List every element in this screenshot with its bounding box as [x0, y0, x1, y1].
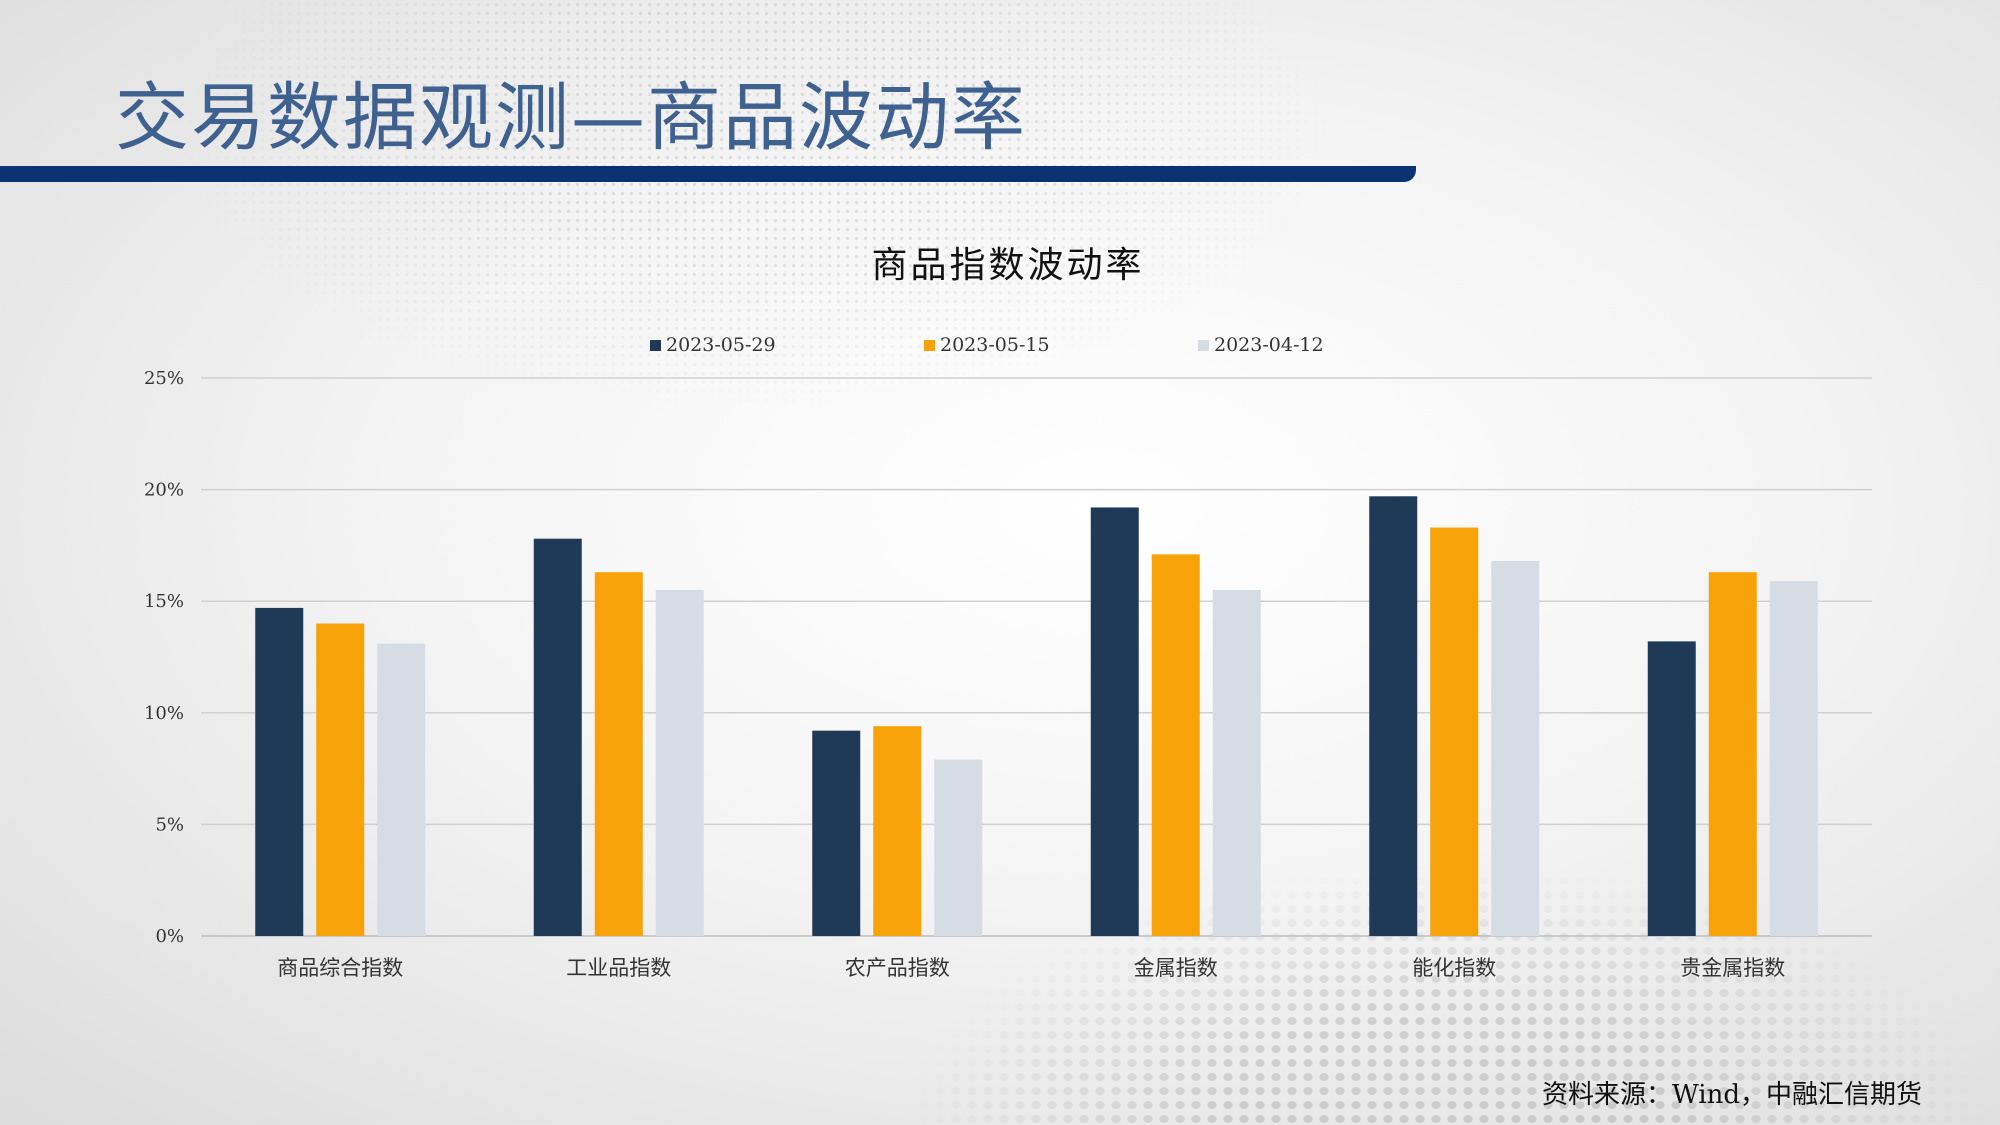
bar	[1708, 572, 1757, 936]
bar	[533, 538, 582, 936]
legend-item: 2023-05-15	[924, 334, 1198, 356]
bar	[594, 572, 643, 936]
x-tick-label: 商品综合指数	[277, 956, 403, 980]
bar	[1491, 561, 1540, 936]
legend-swatch	[1198, 339, 1209, 351]
y-tick-label: 5%	[155, 814, 184, 835]
x-tick-label: 贵金属指数	[1680, 956, 1785, 980]
bar	[1430, 527, 1479, 936]
bar	[1151, 554, 1200, 936]
legend-swatch	[924, 339, 935, 351]
bar	[1090, 507, 1139, 936]
bar	[1212, 590, 1261, 936]
bar	[934, 759, 983, 936]
legend-label: 2023-05-29	[666, 334, 776, 356]
legend-swatch	[650, 339, 661, 351]
y-tick-label: 10%	[144, 703, 184, 724]
x-tick-label: 能化指数	[1412, 956, 1496, 980]
title-underline-bar	[0, 166, 1416, 182]
world-map-background	[150, 0, 1350, 420]
source-note: 资料来源：Wind，中融汇信期货	[1542, 1080, 1922, 1110]
bar	[316, 623, 365, 936]
bar	[1369, 496, 1418, 936]
chart-title: 商品指数波动率	[871, 245, 1145, 286]
legend-label: 2023-04-12	[1214, 334, 1324, 356]
y-tick-label: 25%	[144, 368, 184, 389]
bar	[1769, 581, 1818, 936]
page-title: 交易数据观测—商品波动率	[115, 75, 1027, 161]
chart-legend: 2023-05-29 2023-05-15 2023-04-12	[650, 334, 1472, 356]
x-tick-label: 工业品指数	[566, 956, 671, 980]
y-tick-label: 0%	[155, 926, 184, 947]
x-tick-label: 金属指数	[1134, 956, 1218, 980]
legend-label: 2023-05-15	[940, 334, 1050, 356]
bar	[655, 590, 704, 936]
y-tick-label: 15%	[144, 591, 184, 612]
bar	[873, 726, 922, 936]
y-tick-label: 20%	[144, 480, 184, 501]
x-tick-label: 农产品指数	[845, 956, 950, 980]
bar	[1647, 641, 1696, 936]
bar	[812, 730, 861, 936]
bar	[377, 643, 426, 936]
legend-item: 2023-04-12	[1198, 334, 1472, 356]
bar	[255, 607, 304, 936]
legend-item: 2023-05-29	[650, 334, 924, 356]
